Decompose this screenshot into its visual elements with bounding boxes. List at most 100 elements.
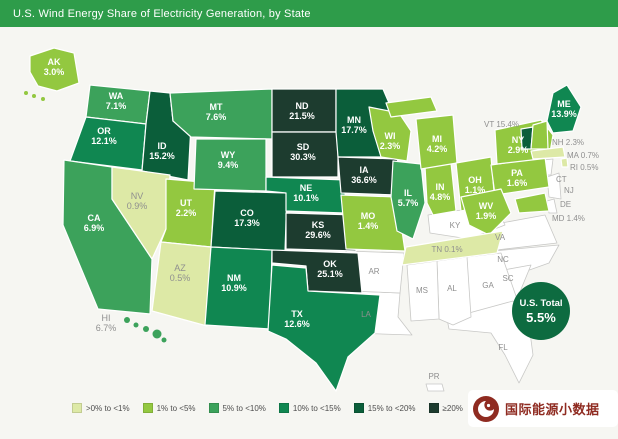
state-label-UT: UT 2.2%	[176, 198, 197, 218]
state-label-SD: SD 30.3%	[290, 142, 316, 162]
legend-item-label: 1% to <5%	[156, 403, 196, 413]
state-HI-island	[143, 326, 149, 332]
legend-item-2: 5% to <10%	[208, 403, 266, 413]
state-label-PA: PA 1.6%	[507, 168, 528, 188]
state-HI-island	[124, 317, 130, 323]
legend-item-3: 10% to <15%	[278, 403, 341, 413]
state-AK	[29, 47, 80, 92]
state-NJ	[546, 172, 562, 200]
state-label-OH: OH 1.1%	[465, 175, 486, 195]
state-TN	[401, 230, 504, 266]
title-bar: U.S. Wind Energy Share of Electricity Ge…	[0, 0, 618, 27]
state-label-NV: NV 0.9%	[127, 191, 148, 211]
state-MD	[514, 192, 550, 214]
state-NH	[530, 120, 549, 150]
state-label-NJ: NJ	[564, 186, 574, 195]
state-label-MI: MI 4.2%	[427, 134, 448, 154]
legend-swatch	[353, 403, 364, 413]
legend-item-1: 1% to <5%	[142, 403, 196, 413]
state-label-NY: NY 2.9%	[508, 135, 529, 155]
state-SD	[271, 131, 339, 178]
state-label-TN: TN 0.1%	[431, 245, 462, 254]
legend-swatch	[428, 403, 439, 413]
legend-item-label: ≥20%	[442, 403, 463, 413]
state-label-MD: MD 1.4%	[552, 214, 585, 223]
state-label-AL: AL	[447, 284, 457, 293]
page-title: U.S. Wind Energy Share of Electricity Ge…	[13, 7, 311, 20]
us-total-label: U.S. Total	[519, 297, 563, 309]
state-label-ME: ME 13.9%	[551, 99, 577, 119]
state-label-MS: MS	[416, 286, 428, 295]
state-label-WI: WI 2.3%	[380, 131, 401, 151]
legend-swatch	[72, 403, 82, 413]
state-label-AR: AR	[368, 267, 379, 276]
state-label-VT: VT 15.4%	[484, 120, 519, 129]
state-label-WY: WY 9.4%	[218, 150, 239, 170]
watermark-text: 国际能源小数据	[505, 402, 600, 417]
state-label-OR: OR 12.1%	[91, 126, 117, 146]
state-label-NM: NM 10.9%	[221, 273, 247, 293]
legend-swatch	[142, 403, 153, 413]
state-AZ	[151, 241, 212, 327]
state-label-OK: OK 25.1%	[317, 259, 343, 279]
state-label-MO: MO 1.4%	[358, 211, 379, 231]
state-HI-island	[152, 329, 162, 339]
state-KS	[285, 212, 359, 252]
state-label-MA: MA 0.7%	[567, 151, 599, 160]
state-label-NE: NE 10.1%	[293, 183, 319, 203]
legend: >0% to <1% 1% to <5% 5% to <10% 10% to <15%…	[72, 403, 463, 413]
state-label-AZ: AZ 0.5%	[170, 263, 191, 283]
state-HI-island	[133, 322, 139, 328]
us-total-badge: U.S. Total 5.5%	[512, 282, 570, 340]
state-MI	[385, 96, 438, 118]
state-label-GA: GA	[482, 281, 494, 290]
legend-item-5: ≥20%	[428, 403, 463, 413]
state-label-DE: DE	[560, 200, 571, 209]
state-label-AK: AK 3.0%	[44, 57, 65, 77]
state-label-HI: HI 6.7%	[96, 313, 117, 333]
state-AK-island	[32, 94, 36, 98]
state-label-LA: LA	[361, 310, 371, 319]
legend-item-0: >0% to <1%	[72, 403, 130, 413]
state-label-MT: MT 7.6%	[206, 102, 227, 122]
legend-item-label: 10% to <15%	[292, 403, 341, 413]
state-MA	[530, 146, 566, 160]
state-WV	[460, 188, 512, 236]
us-total-value: 5.5%	[526, 309, 556, 325]
state-label-CO: CO 17.3%	[234, 208, 260, 228]
legend-swatch	[208, 403, 219, 413]
state-label-ND: ND 21.5%	[289, 101, 315, 121]
state-label-VA: VA	[495, 233, 506, 242]
state-label-ID: ID 15.2%	[149, 141, 175, 161]
legend-item-label: >0% to <1%	[86, 403, 130, 413]
state-MT	[169, 88, 273, 140]
legend-item-4: 15% to <20%	[353, 403, 416, 413]
state-label-IL: IL 5.7%	[398, 188, 419, 208]
state-label-SC: SC	[502, 274, 513, 283]
state-HI-island	[161, 337, 167, 343]
state-label-NC: NC	[497, 255, 509, 264]
state-label-WV: WV 1.9%	[476, 201, 497, 221]
state-label-RI: RI 0.5%	[570, 163, 598, 172]
state-ME	[546, 84, 582, 134]
state-NV	[111, 166, 171, 260]
state-label-WA: WA 7.1%	[106, 91, 127, 111]
state-TX	[267, 264, 381, 392]
state-AK-island	[41, 97, 45, 101]
state-label-PR: PR	[428, 372, 439, 381]
state-label-TX: TX 12.6%	[284, 309, 310, 329]
legend-swatch	[278, 403, 289, 413]
state-label-KY: KY	[450, 221, 461, 230]
state-label-IA: IA 36.6%	[351, 165, 377, 185]
state-label-KS: KS 29.6%	[305, 220, 331, 240]
state-AK-island	[24, 91, 28, 95]
state-label-IN: IN 4.8%	[430, 182, 451, 202]
watermark-logo-icon	[473, 395, 499, 422]
state-label-CA: CA 6.9%	[84, 213, 105, 233]
state-label-CT: CT	[556, 175, 567, 184]
legend-item-label: 5% to <10%	[222, 403, 266, 413]
state-label-MN: MN 17.7%	[341, 115, 367, 135]
state-PR	[425, 383, 445, 392]
